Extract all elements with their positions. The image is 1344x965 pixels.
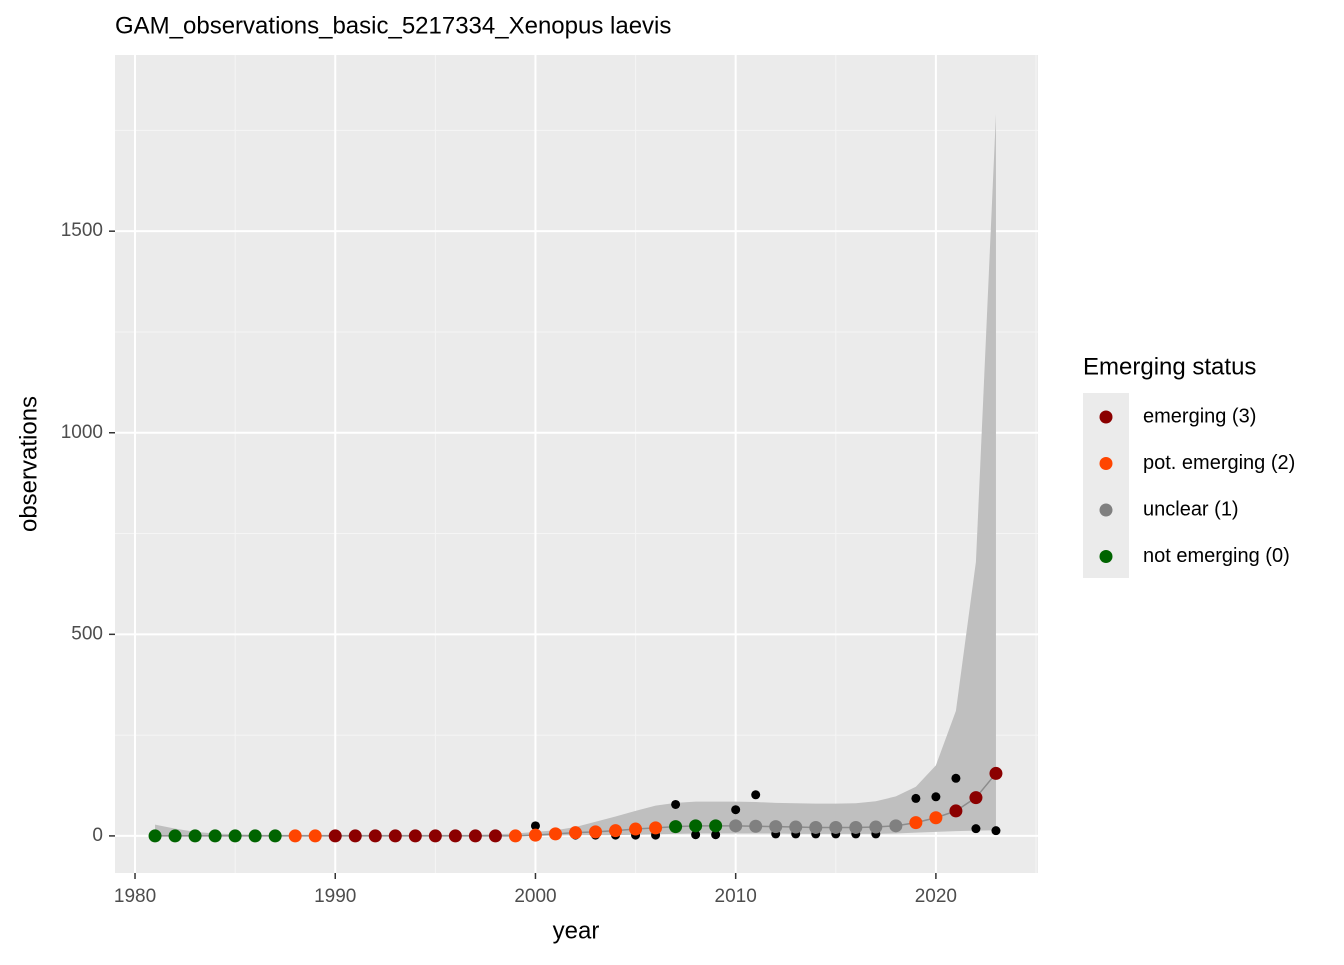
x-tick-label: 1980 xyxy=(114,886,156,907)
fitted-point xyxy=(368,829,382,843)
fitted-point xyxy=(789,820,803,834)
fitted-point xyxy=(468,829,482,843)
fitted-point xyxy=(328,829,342,843)
fitted-point xyxy=(769,820,783,834)
chart-title: GAM_observations_basic_5217334_Xenopus l… xyxy=(115,12,671,39)
y-tick-label: 1500 xyxy=(61,220,103,241)
fitted-point xyxy=(348,829,362,843)
fitted-point xyxy=(428,829,442,843)
legend-key-box xyxy=(1083,393,1129,578)
fitted-point xyxy=(969,791,983,805)
fitted-point xyxy=(548,827,562,841)
fitted-point xyxy=(669,820,683,834)
fitted-point xyxy=(148,829,162,843)
fitted-point xyxy=(208,829,222,843)
fitted-point xyxy=(909,816,923,830)
observed-point xyxy=(991,826,1001,836)
fitted-point xyxy=(288,829,302,843)
legend-key xyxy=(1099,503,1113,517)
fitted-point xyxy=(168,829,182,843)
observed-point xyxy=(931,792,941,802)
y-tick-label: 0 xyxy=(92,825,103,846)
legend-key xyxy=(1099,410,1113,424)
fitted-point xyxy=(809,820,823,834)
fitted-point xyxy=(408,829,422,843)
fitted-point xyxy=(709,819,723,833)
fitted-point xyxy=(749,819,763,833)
fitted-point xyxy=(188,829,202,843)
fitted-point xyxy=(889,819,903,833)
x-tick-label: 2000 xyxy=(514,886,556,907)
fitted-point xyxy=(448,829,462,843)
fitted-point xyxy=(949,804,963,818)
fitted-point xyxy=(528,828,542,842)
fitted-point xyxy=(568,826,582,840)
legend-key xyxy=(1099,457,1113,470)
legend-key xyxy=(1099,550,1113,563)
fitted-point xyxy=(629,822,643,836)
legend-label: pot. emerging (2) xyxy=(1143,452,1295,474)
y-tick-label: 500 xyxy=(71,623,103,644)
x-tick-label: 1990 xyxy=(314,886,356,907)
fitted-point xyxy=(589,825,603,839)
y-axis-title: observations xyxy=(15,396,42,532)
fitted-point xyxy=(268,829,282,843)
legend-label: unclear (1) xyxy=(1143,498,1239,520)
fitted-point xyxy=(849,820,863,834)
y-tick-label: 1000 xyxy=(61,422,103,443)
fitted-point xyxy=(228,829,242,843)
fitted-point xyxy=(989,766,1003,780)
legend-title: Emerging status xyxy=(1083,353,1256,380)
observed-point xyxy=(711,830,721,840)
x-tick-label: 2010 xyxy=(715,886,757,907)
observed-point xyxy=(911,793,921,803)
observed-point xyxy=(671,799,681,809)
fitted-point xyxy=(388,829,402,843)
fitted-point xyxy=(929,811,943,825)
x-axis-title: year xyxy=(553,917,600,944)
legend-label: emerging (3) xyxy=(1143,405,1256,427)
observed-point xyxy=(751,790,761,800)
fitted-point xyxy=(729,819,743,833)
fitted-point xyxy=(829,820,843,834)
observed-point xyxy=(951,773,961,783)
legend-label: not emerging (0) xyxy=(1143,545,1290,567)
fitted-point xyxy=(508,829,522,843)
panel xyxy=(115,55,1038,873)
observed-point xyxy=(530,821,540,831)
fitted-point xyxy=(308,829,322,843)
x-tick-label: 2020 xyxy=(915,886,957,907)
observed-point xyxy=(731,805,741,815)
fitted-point xyxy=(609,824,623,838)
observed-point xyxy=(971,824,981,834)
fitted-point xyxy=(869,820,883,834)
observed-point xyxy=(691,830,701,840)
fitted-point xyxy=(488,829,502,843)
fitted-point xyxy=(649,821,663,835)
fitted-point xyxy=(689,819,703,833)
fitted-point xyxy=(248,829,262,843)
